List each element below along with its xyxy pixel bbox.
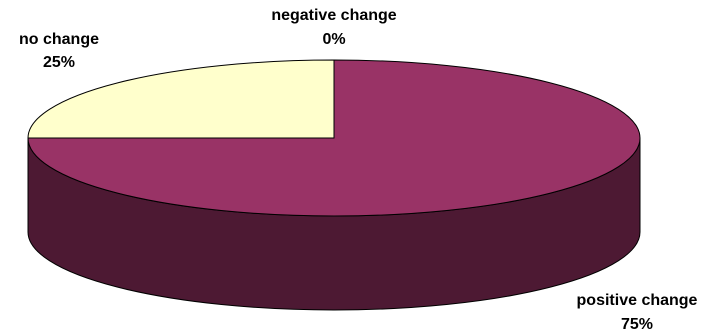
label-positive-change-name: positive change bbox=[577, 292, 698, 309]
label-no-change-value: 25% bbox=[43, 54, 75, 71]
label-negative-change-value: 0% bbox=[322, 31, 345, 48]
pie-slice-no-change bbox=[27, 59, 335, 139]
label-negative-change-name: negative change bbox=[271, 7, 396, 24]
pie-tops bbox=[27, 59, 641, 217]
label-positive-change-value: 75% bbox=[621, 316, 653, 333]
label-no-change-name: no change bbox=[19, 31, 99, 48]
